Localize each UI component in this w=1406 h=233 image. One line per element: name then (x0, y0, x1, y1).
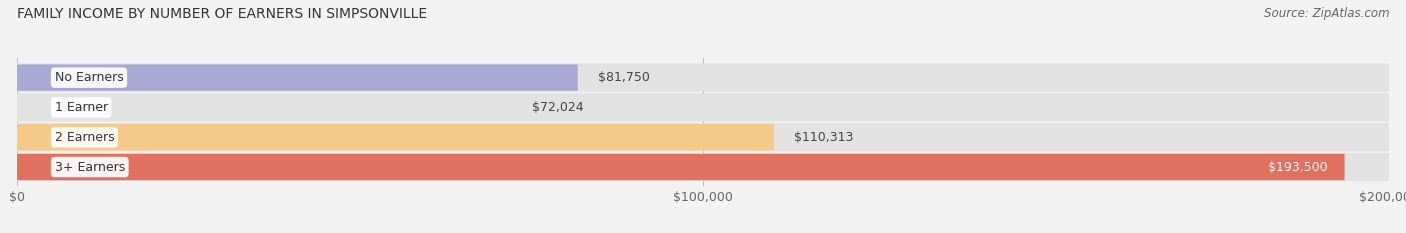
Text: $72,024: $72,024 (531, 101, 583, 114)
Text: $110,313: $110,313 (794, 131, 853, 144)
FancyBboxPatch shape (17, 124, 773, 150)
Text: No Earners: No Earners (55, 71, 124, 84)
FancyBboxPatch shape (17, 64, 1389, 92)
FancyBboxPatch shape (17, 93, 1389, 121)
Text: Source: ZipAtlas.com: Source: ZipAtlas.com (1264, 7, 1389, 20)
FancyBboxPatch shape (17, 154, 1344, 180)
FancyBboxPatch shape (17, 65, 578, 91)
Text: 2 Earners: 2 Earners (55, 131, 114, 144)
Text: 1 Earner: 1 Earner (55, 101, 108, 114)
FancyBboxPatch shape (17, 153, 1389, 181)
Text: $81,750: $81,750 (599, 71, 650, 84)
Text: $193,500: $193,500 (1268, 161, 1327, 174)
FancyBboxPatch shape (17, 123, 1389, 151)
Text: 3+ Earners: 3+ Earners (55, 161, 125, 174)
Text: FAMILY INCOME BY NUMBER OF EARNERS IN SIMPSONVILLE: FAMILY INCOME BY NUMBER OF EARNERS IN SI… (17, 7, 427, 21)
